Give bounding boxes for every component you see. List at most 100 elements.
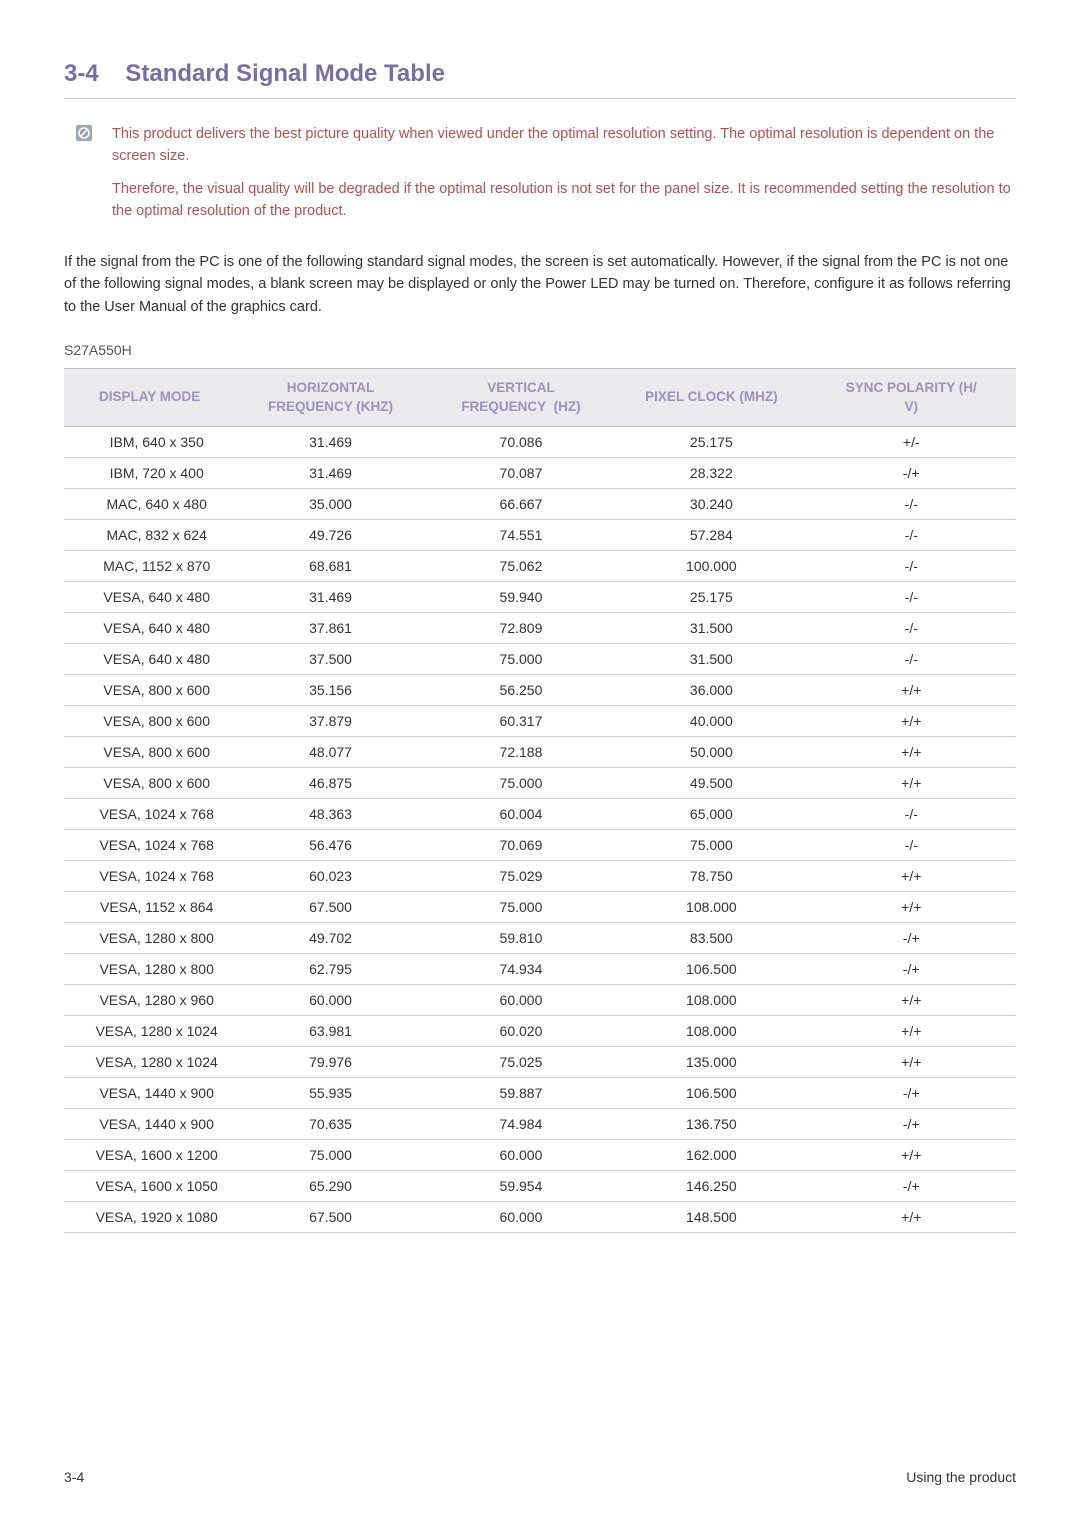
table-row: VESA, 800 x 60037.87960.31740.000+/+: [64, 705, 1016, 736]
table-cell: 146.250: [616, 1170, 806, 1201]
table-cell: VESA, 640 x 480: [64, 581, 235, 612]
table-row: VESA, 1280 x 102463.98160.020108.000+/+: [64, 1015, 1016, 1046]
table-cell: 60.023: [235, 860, 425, 891]
table-cell: 135.000: [616, 1046, 806, 1077]
table-cell: VESA, 1920 x 1080: [64, 1201, 235, 1232]
table-cell: 59.810: [426, 922, 616, 953]
table-cell: -/-: [807, 488, 1016, 519]
table-cell: 74.984: [426, 1108, 616, 1139]
table-row: VESA, 800 x 60046.87575.00049.500+/+: [64, 767, 1016, 798]
table-cell: +/+: [807, 1139, 1016, 1170]
body-paragraph: If the signal from the PC is one of the …: [64, 251, 1016, 318]
table-cell: MAC, 1152 x 870: [64, 550, 235, 581]
table-cell: +/-: [807, 426, 1016, 457]
table-cell: 30.240: [616, 488, 806, 519]
table-cell: -/+: [807, 457, 1016, 488]
table-cell: 60.004: [426, 798, 616, 829]
table-cell: -/-: [807, 581, 1016, 612]
table-row: VESA, 1600 x 120075.00060.000162.000+/+: [64, 1139, 1016, 1170]
table-cell: 31.469: [235, 581, 425, 612]
table-cell: 65.290: [235, 1170, 425, 1201]
table-cell: 106.500: [616, 1077, 806, 1108]
table-cell: 70.069: [426, 829, 616, 860]
table-cell: VESA, 1280 x 800: [64, 922, 235, 953]
table-row: VESA, 640 x 48037.86172.80931.500-/-: [64, 612, 1016, 643]
table-cell: 56.476: [235, 829, 425, 860]
table-row: VESA, 1024 x 76848.36360.00465.000-/-: [64, 798, 1016, 829]
table-cell: -/-: [807, 798, 1016, 829]
table-header-cell: SYNC POLARITY (H/V): [807, 369, 1016, 426]
table-cell: VESA, 1024 x 768: [64, 829, 235, 860]
table-cell: 68.681: [235, 550, 425, 581]
table-row: VESA, 1280 x 80049.70259.81083.500-/+: [64, 922, 1016, 953]
table-cell: 100.000: [616, 550, 806, 581]
table-cell: MAC, 832 x 624: [64, 519, 235, 550]
table-cell: +/+: [807, 1046, 1016, 1077]
table-cell: VESA, 1024 x 768: [64, 860, 235, 891]
table-cell: 25.175: [616, 581, 806, 612]
table-cell: 66.667: [426, 488, 616, 519]
table-cell: 67.500: [235, 1201, 425, 1232]
table-row: VESA, 1440 x 90055.93559.887106.500-/+: [64, 1077, 1016, 1108]
table-cell: VESA, 1440 x 900: [64, 1077, 235, 1108]
table-cell: 35.156: [235, 674, 425, 705]
table-row: VESA, 1440 x 90070.63574.984136.750-/+: [64, 1108, 1016, 1139]
table-cell: VESA, 1152 x 864: [64, 891, 235, 922]
table-cell: 60.020: [426, 1015, 616, 1046]
table-row: VESA, 800 x 60048.07772.18850.000+/+: [64, 736, 1016, 767]
table-row: VESA, 1600 x 105065.29059.954146.250-/+: [64, 1170, 1016, 1201]
table-cell: 49.500: [616, 767, 806, 798]
note-text: This product delivers the best picture q…: [112, 123, 1016, 233]
table-cell: 56.250: [426, 674, 616, 705]
table-cell: 37.861: [235, 612, 425, 643]
table-cell: -/+: [807, 953, 1016, 984]
table-cell: 75.000: [426, 767, 616, 798]
table-cell: 75.000: [616, 829, 806, 860]
table-cell: 60.000: [426, 984, 616, 1015]
page-footer: 3-4 Using the product: [64, 1469, 1016, 1485]
table-cell: +/+: [807, 767, 1016, 798]
table-cell: 49.726: [235, 519, 425, 550]
table-cell: 75.000: [426, 891, 616, 922]
table-cell: IBM, 720 x 400: [64, 457, 235, 488]
note-para-1: This product delivers the best picture q…: [112, 123, 1016, 168]
table-row: MAC, 832 x 62449.72674.55157.284-/-: [64, 519, 1016, 550]
table-cell: 70.086: [426, 426, 616, 457]
table-cell: 59.940: [426, 581, 616, 612]
table-cell: 136.750: [616, 1108, 806, 1139]
table-cell: 60.000: [426, 1139, 616, 1170]
table-cell: 83.500: [616, 922, 806, 953]
table-cell: -/+: [807, 1108, 1016, 1139]
table-cell: 57.284: [616, 519, 806, 550]
table-cell: VESA, 1440 x 900: [64, 1108, 235, 1139]
table-cell: 75.029: [426, 860, 616, 891]
table-cell: VESA, 1280 x 800: [64, 953, 235, 984]
table-row: VESA, 1280 x 102479.97675.025135.000+/+: [64, 1046, 1016, 1077]
table-cell: 63.981: [235, 1015, 425, 1046]
table-cell: VESA, 1280 x 1024: [64, 1046, 235, 1077]
table-cell: 108.000: [616, 1015, 806, 1046]
table-cell: VESA, 800 x 600: [64, 705, 235, 736]
table-cell: -/+: [807, 1170, 1016, 1201]
table-cell: VESA, 800 x 600: [64, 767, 235, 798]
table-cell: 60.317: [426, 705, 616, 736]
table-cell: 49.702: [235, 922, 425, 953]
signal-mode-table: DISPLAY MODEHORIZONTALFREQUENCY (KHZ)VER…: [64, 368, 1016, 1232]
table-head: DISPLAY MODEHORIZONTALFREQUENCY (KHZ)VER…: [64, 369, 1016, 426]
table-cell: VESA, 1024 x 768: [64, 798, 235, 829]
table-header-cell: DISPLAY MODE: [64, 369, 235, 426]
table-cell: 31.500: [616, 612, 806, 643]
table-cell: 70.087: [426, 457, 616, 488]
table-cell: 106.500: [616, 953, 806, 984]
table-cell: 108.000: [616, 891, 806, 922]
table-cell: 70.635: [235, 1108, 425, 1139]
table-cell: 75.025: [426, 1046, 616, 1077]
table-cell: VESA, 1600 x 1200: [64, 1139, 235, 1170]
table-cell: 59.954: [426, 1170, 616, 1201]
note-icon: [76, 125, 92, 141]
table-cell: 31.500: [616, 643, 806, 674]
table-row: VESA, 1280 x 80062.79574.934106.500-/+: [64, 953, 1016, 984]
table-row: VESA, 1152 x 86467.50075.000108.000+/+: [64, 891, 1016, 922]
table-cell: 50.000: [616, 736, 806, 767]
footer-left: 3-4: [64, 1469, 84, 1485]
